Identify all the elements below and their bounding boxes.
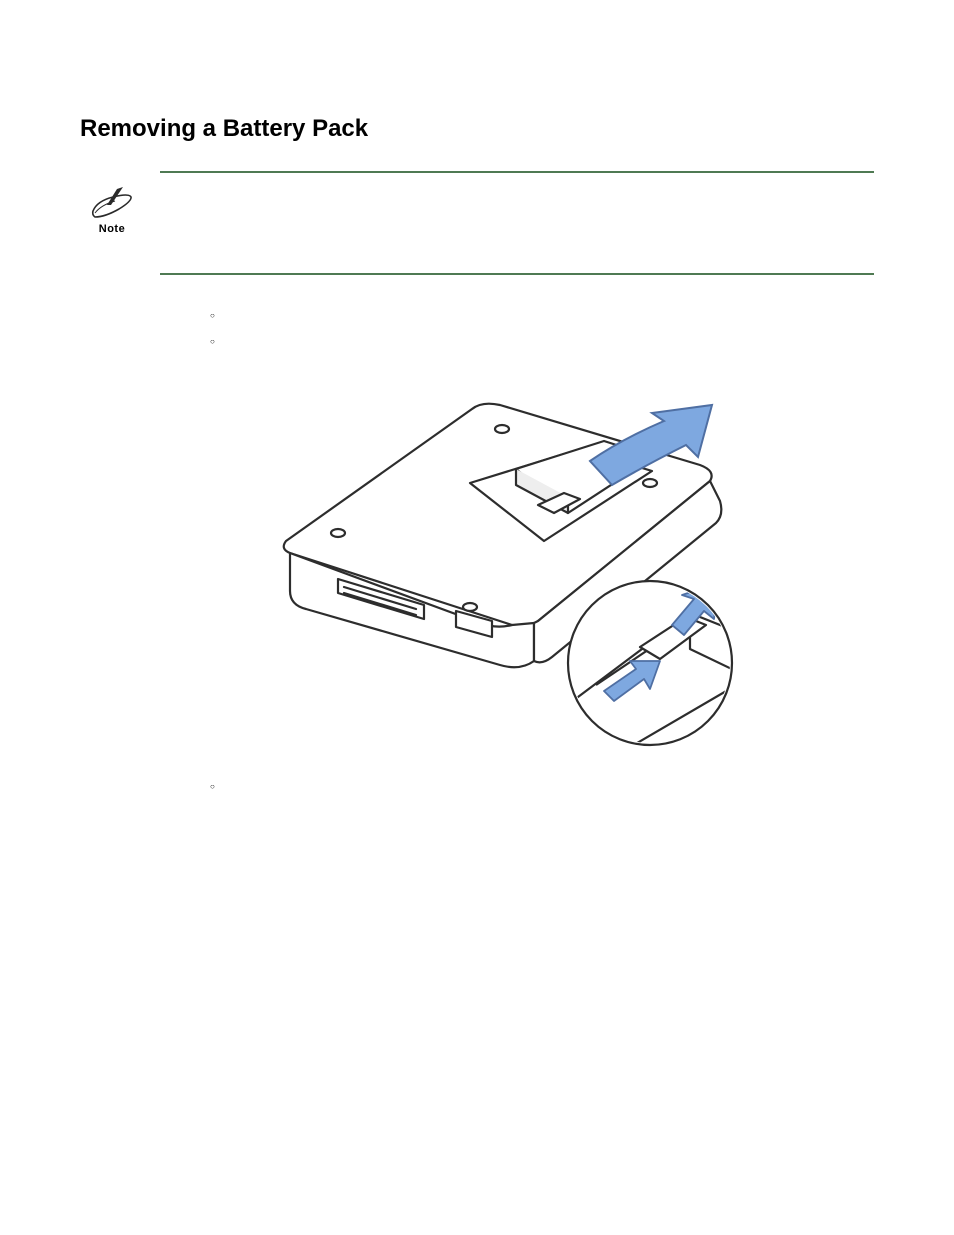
note-caption: Note	[82, 223, 142, 235]
battery-removal-illustration	[220, 373, 780, 758]
list-item	[210, 331, 874, 353]
note-pen-icon	[89, 187, 135, 221]
instruction-list-top	[210, 305, 874, 353]
page-heading: Removing a Battery Pack	[80, 0, 874, 171]
note-block: Note	[160, 171, 874, 275]
instruction-list-bottom	[210, 776, 874, 798]
list-item	[210, 776, 874, 798]
list-item	[210, 305, 874, 327]
document-page: Removing a Battery Pack Note	[0, 0, 954, 1235]
note-icon: Note	[82, 187, 142, 235]
